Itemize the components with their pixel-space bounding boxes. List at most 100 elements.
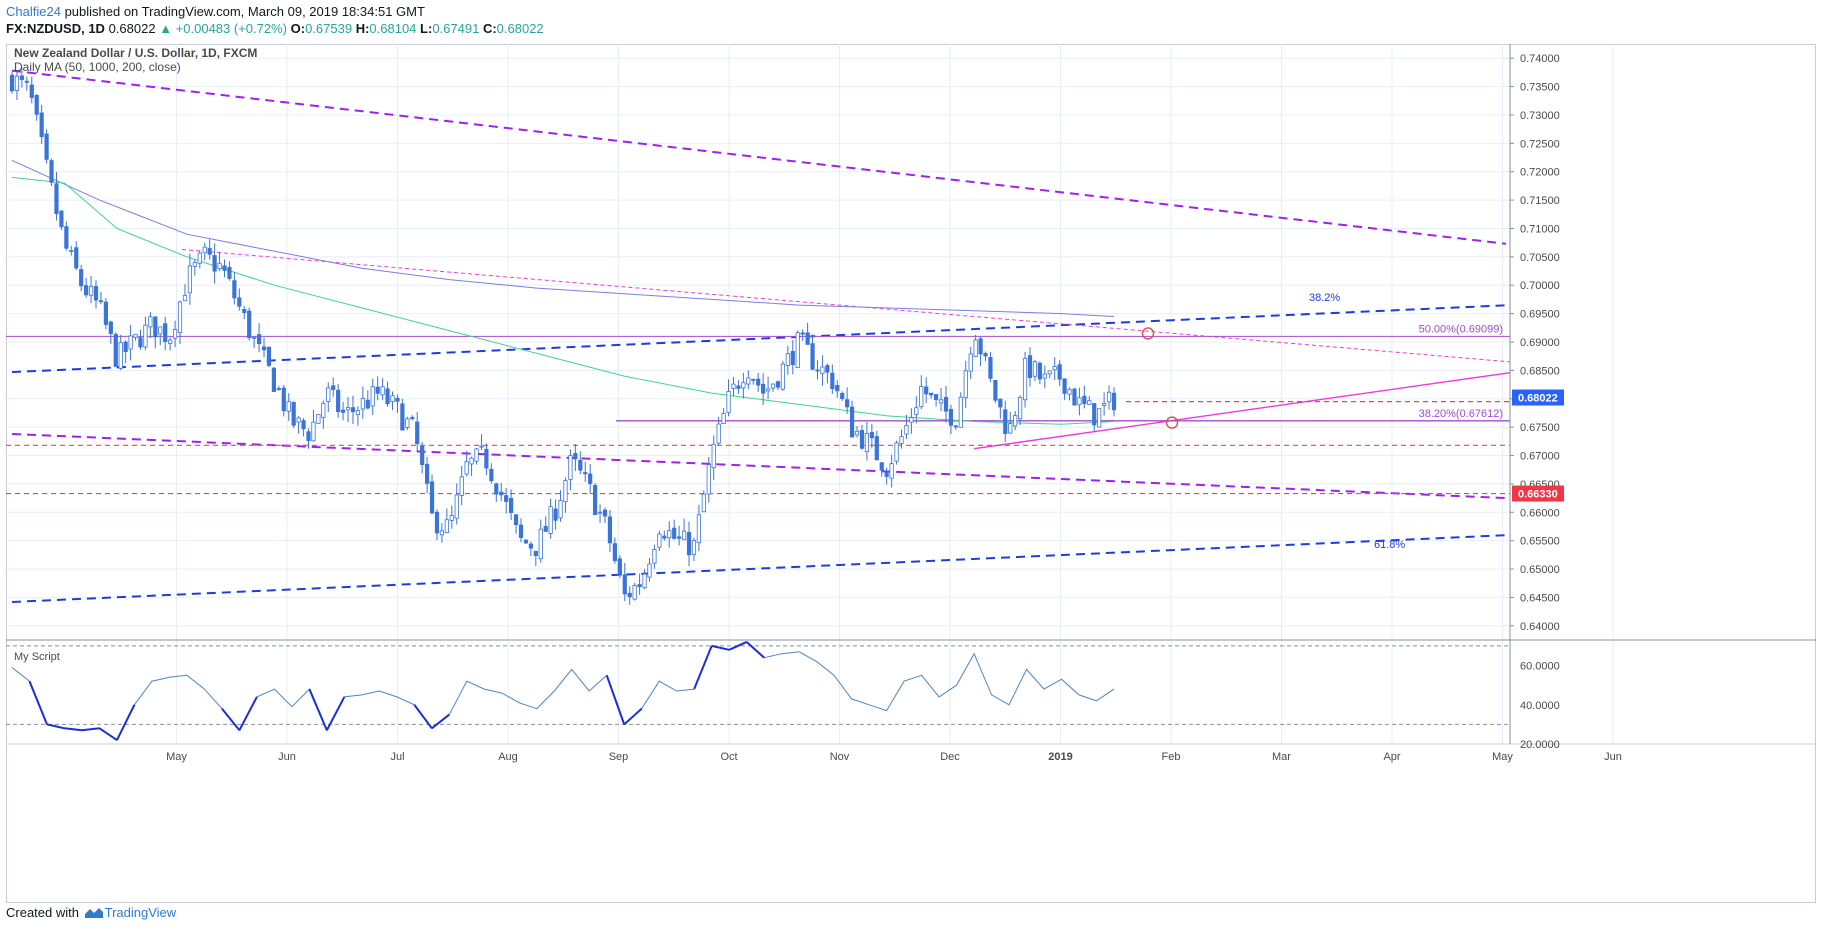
- candle-body: [607, 516, 613, 544]
- candle-body: [647, 563, 652, 578]
- price-tick-label: 0.73000: [1520, 110, 1560, 122]
- candle-body: [484, 448, 489, 469]
- price-tick-label: 0.71000: [1520, 223, 1560, 235]
- oscillator-tick-label: 60.0000: [1520, 661, 1560, 673]
- candle-body: [627, 592, 632, 598]
- fib-annotation: 38.20%(0.67612): [1419, 408, 1503, 420]
- chart-frame[interactable]: 38.2% 50.00%(0.69099) 38.20%(0.67612) 61.8%…: [6, 44, 1816, 904]
- oscillator-extreme-segment: [116, 704, 136, 741]
- candle-body: [54, 183, 59, 214]
- candle-body: [528, 543, 533, 549]
- candle-body: [790, 351, 795, 366]
- marker-circle-upper: [1141, 327, 1155, 340]
- candle-body: [652, 549, 657, 564]
- candle-body: [88, 286, 94, 296]
- price-tick-label: 0.74000: [1520, 53, 1560, 65]
- uptrend-channel-lower: [11, 533, 1511, 603]
- candle-body: [770, 383, 776, 389]
- candle-body: [938, 399, 944, 404]
- candle-body: [573, 453, 578, 460]
- high-label: H:: [355, 21, 370, 36]
- candle-body: [410, 417, 415, 420]
- candle-body: [943, 396, 949, 412]
- candle-body: [864, 433, 870, 452]
- candle-body: [459, 476, 464, 496]
- candle-body: [385, 388, 390, 405]
- time-axis[interactable]: May Jun Jul Aug Sep Oct Nov Dec 2019 Feb Mar Apr May…: [166, 751, 1622, 763]
- candle-body: [380, 386, 385, 396]
- candle-body: [914, 407, 919, 415]
- candle-body: [617, 558, 622, 576]
- candle-body: [909, 417, 914, 423]
- candle-body: [765, 388, 771, 392]
- candle-body: [741, 382, 746, 389]
- candle-body: [662, 535, 667, 539]
- candle-body: [894, 442, 899, 462]
- price-tick-label: 0.64500: [1520, 592, 1560, 604]
- candle-body: [345, 407, 351, 411]
- candle-body: [400, 403, 405, 431]
- candle-body: [904, 425, 909, 435]
- open-value: 0.67539: [305, 21, 353, 36]
- candle-body: [64, 226, 69, 249]
- candle-body: [415, 421, 420, 445]
- candle-body: [958, 396, 963, 428]
- candle-body: [973, 339, 978, 357]
- price-tick-label: 0.67500: [1520, 422, 1560, 434]
- price-tick-label: 0.70000: [1520, 280, 1560, 292]
- candle-body: [884, 471, 889, 477]
- candle-body: [889, 463, 894, 479]
- time-tick-label: Mar: [1272, 751, 1291, 763]
- candle-body: [953, 425, 958, 428]
- oscillator-extreme-segment: [325, 696, 346, 731]
- candle-body: [429, 481, 435, 514]
- time-tick-label: Apr: [1383, 751, 1400, 763]
- price-chart[interactable]: 38.2% 50.00%(0.69099) 38.20%(0.67612) 61.8%…: [6, 44, 1816, 904]
- candle-body: [158, 326, 163, 335]
- candle-body: [266, 346, 272, 366]
- candle-body: [1027, 355, 1033, 378]
- candle-body: [706, 464, 711, 495]
- candle-body: [736, 385, 741, 389]
- candle-body: [14, 75, 20, 92]
- candle-body: [197, 252, 202, 264]
- candle-body: [24, 80, 29, 83]
- candle-body: [172, 329, 178, 339]
- candle-body: [1087, 400, 1092, 405]
- oscillator-extreme-segment: [221, 708, 241, 731]
- time-tick-label: Jun: [278, 751, 296, 763]
- candle-body: [128, 335, 133, 350]
- price-tick-label: 0.66000: [1520, 507, 1560, 519]
- candle-body: [434, 511, 440, 534]
- candle-body: [454, 494, 459, 519]
- legend-indicator: Daily MA (50, 1000, 200, close): [14, 60, 181, 74]
- candle-body: [113, 333, 118, 367]
- oscillator-pane: 20.0000 40.0000 60.0000: [6, 641, 1560, 751]
- candle-body: [543, 525, 548, 532]
- oscillator-line: [11, 641, 1115, 741]
- candle-body: [1067, 388, 1072, 395]
- candle-body: [696, 514, 701, 544]
- close-value: 0.68022: [496, 21, 544, 36]
- price-axis[interactable]: 0.640000.645000.650000.655000.660000.665…: [1510, 53, 1564, 633]
- candle-body: [919, 386, 924, 408]
- candle-body: [103, 301, 108, 325]
- price-tick-label: 0.65000: [1520, 564, 1560, 576]
- oscillator-extreme-segment: [98, 727, 118, 741]
- oscillator-extreme-segment: [711, 644, 730, 651]
- symbol-ohlc-line: FX:NZDUSD, 1D 0.68022 ▲ +0.00483 (+0.72%…: [6, 21, 544, 36]
- candle-body: [558, 499, 563, 519]
- price-tick-label: 0.70500: [1520, 252, 1560, 264]
- candle-body: [59, 210, 64, 228]
- oscillator-title: My Script: [14, 651, 60, 663]
- candle-body: [34, 95, 39, 115]
- candle-body: [350, 407, 356, 413]
- tradingview-link[interactable]: TradingView: [104, 905, 177, 920]
- author-link[interactable]: Chalfie24: [6, 4, 61, 19]
- candle-body: [929, 392, 934, 396]
- candle-body: [296, 417, 301, 423]
- candle-body: [252, 336, 257, 339]
- candle-body: [963, 370, 968, 399]
- candle-body: [1057, 364, 1062, 380]
- candle-body: [168, 339, 173, 344]
